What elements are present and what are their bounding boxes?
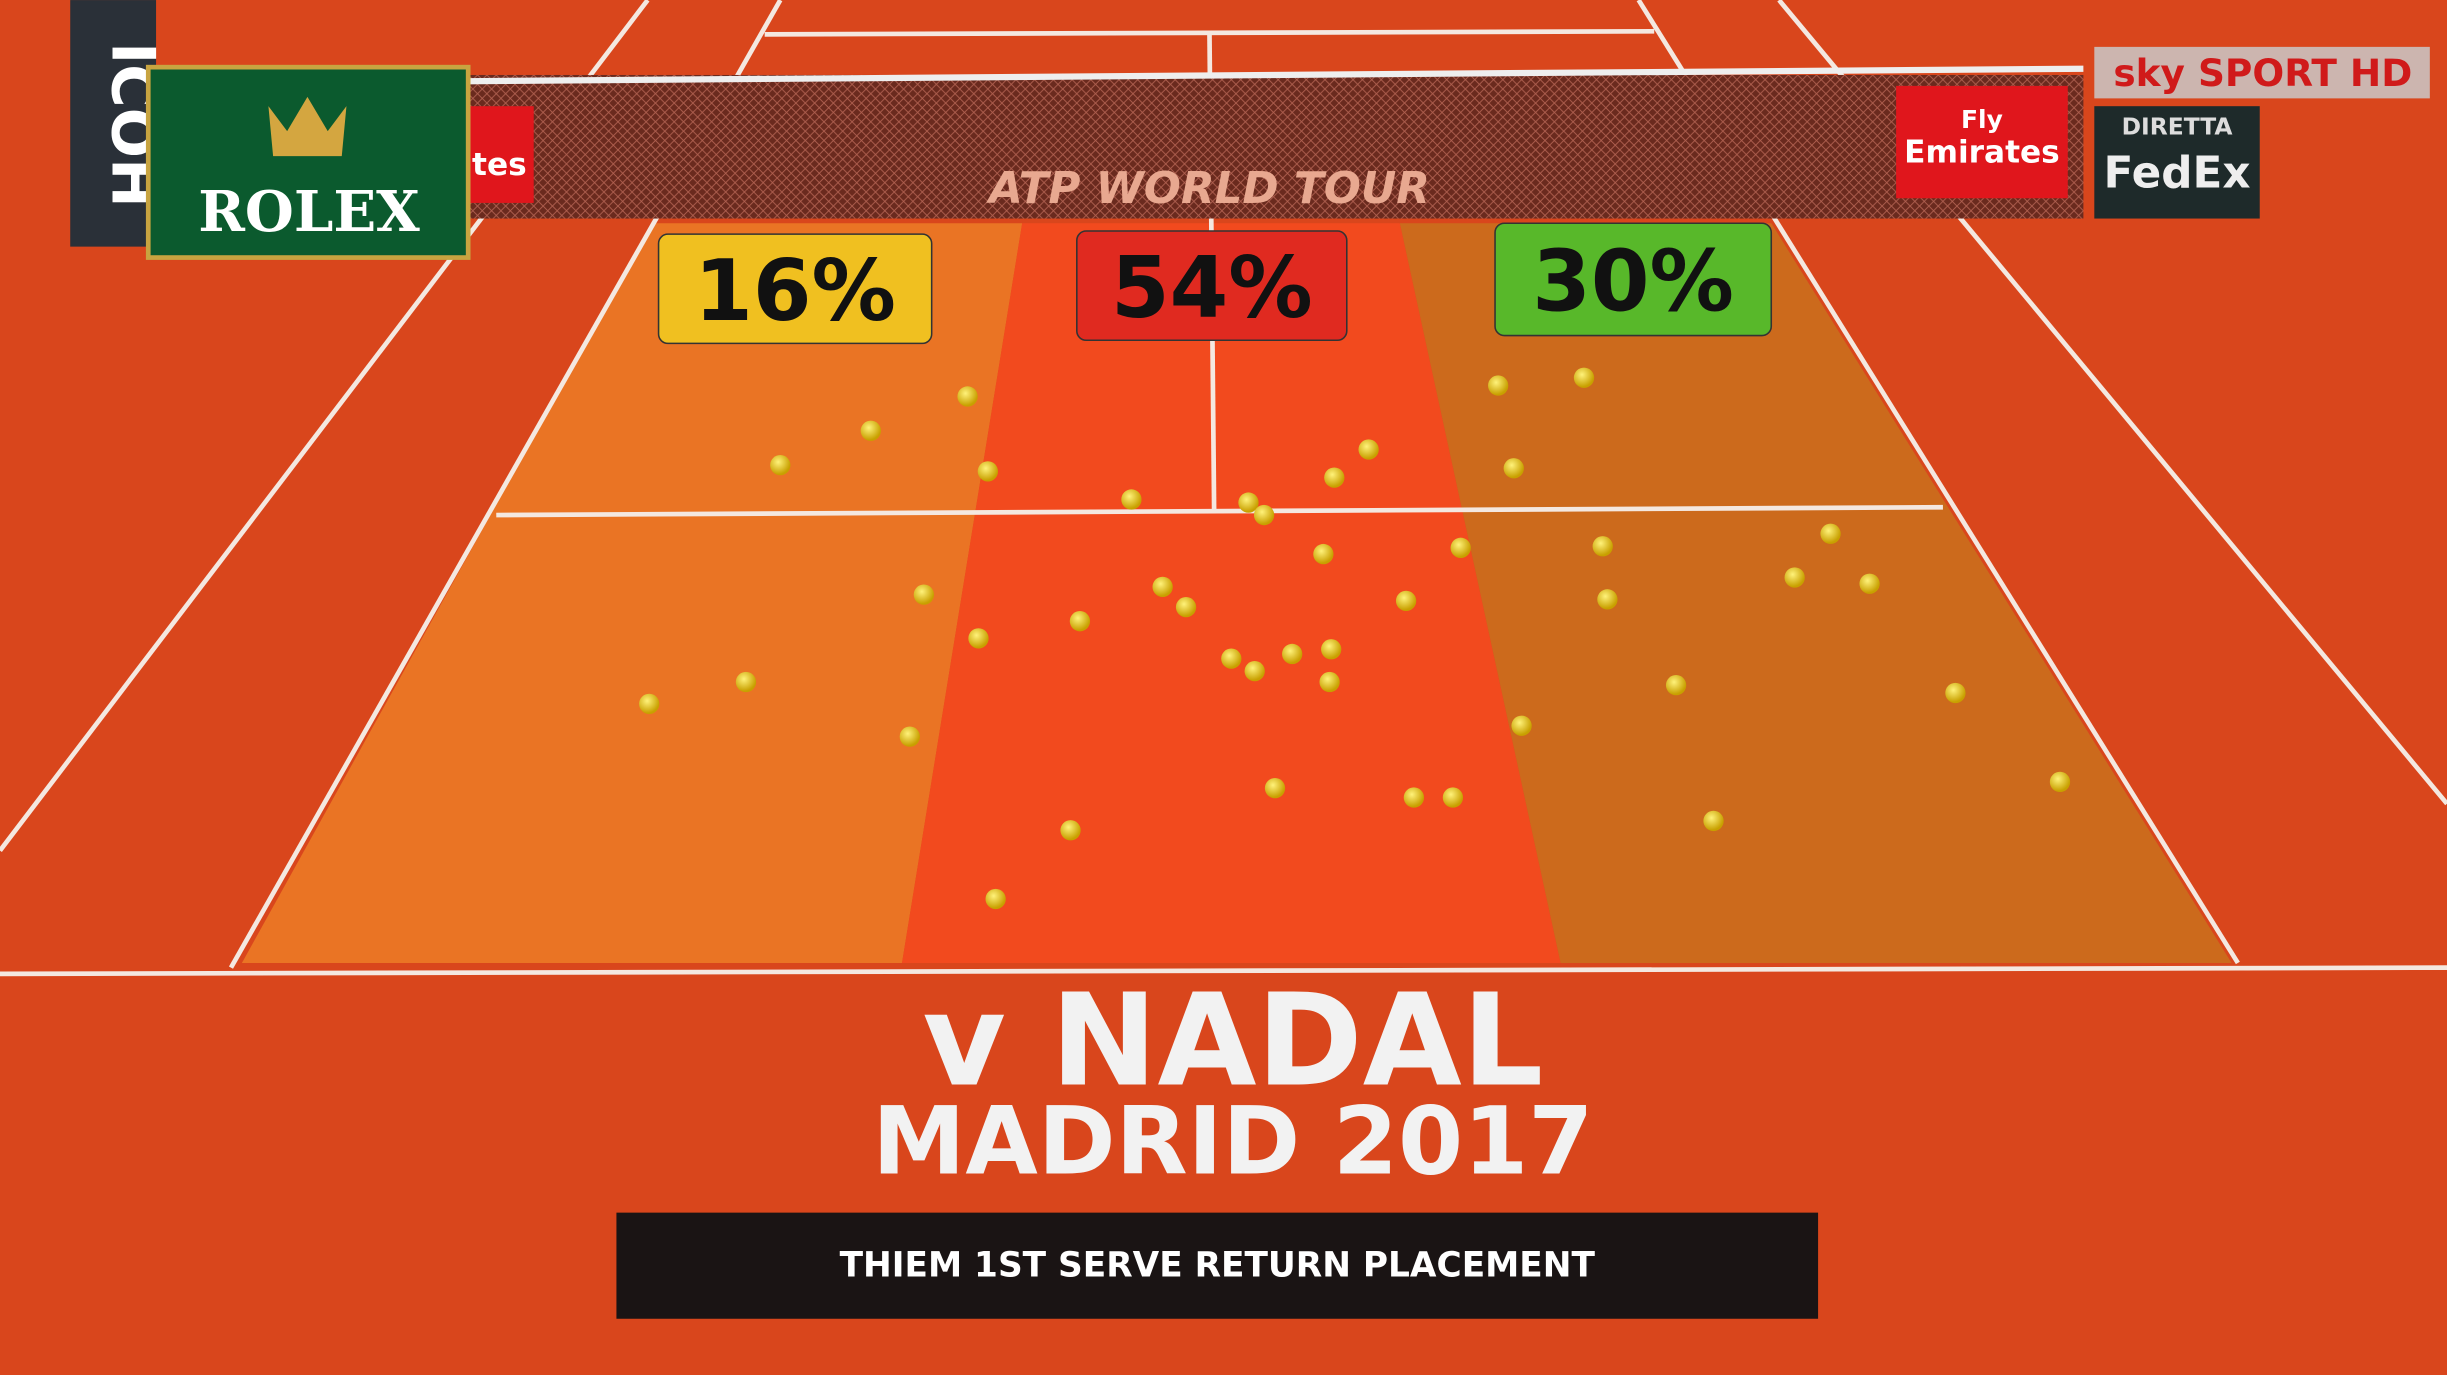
broadcaster-logo <box>2094 46 2430 99</box>
diretta-text: DIRETTA <box>2122 112 2233 140</box>
ball-marks <box>639 367 2071 910</box>
ball <box>1784 567 1805 588</box>
ball <box>1442 787 1464 808</box>
ball <box>977 461 998 482</box>
ball <box>913 584 935 605</box>
ball <box>968 628 989 649</box>
emirates-fly: Fly <box>1961 105 2003 134</box>
ball <box>899 726 920 747</box>
ball <box>1820 523 1841 544</box>
emirates-left-board <box>468 106 534 203</box>
net <box>468 74 2084 219</box>
ball <box>1859 573 1880 594</box>
ball <box>1592 536 1613 557</box>
ball <box>1358 439 1379 460</box>
ball <box>1450 537 1471 558</box>
ball <box>1264 778 1286 799</box>
ball <box>1121 489 1142 510</box>
zone-left <box>241 223 1023 963</box>
ball <box>1573 367 1595 388</box>
net-cord <box>468 65 2084 85</box>
ball <box>770 454 791 476</box>
ball <box>1503 458 1524 479</box>
zone-label: 54% <box>1111 239 1313 337</box>
ball <box>1253 504 1275 526</box>
caption: THIEM 1ST SERVE RETURN PLACEMENT <box>840 1246 1596 1286</box>
ball <box>639 693 660 715</box>
ball <box>1703 810 1724 832</box>
ball <box>860 420 881 441</box>
ball <box>1221 648 1242 669</box>
ball <box>1238 492 1259 513</box>
caption-bar <box>616 1212 1819 1319</box>
rolex-text: ROLEX <box>198 179 420 245</box>
zone-label: 30% <box>1532 233 1734 331</box>
ball <box>1945 682 1966 704</box>
emirates-left-text: tes <box>472 147 527 183</box>
fedex-board <box>2094 106 2260 219</box>
zone-label-box <box>657 233 933 345</box>
ball <box>1403 787 1425 808</box>
ball <box>1319 671 1340 693</box>
ball <box>2049 771 2071 793</box>
ball <box>1665 675 1687 696</box>
headline: v NADAL <box>922 967 1543 1116</box>
ball <box>1069 611 1091 632</box>
broadcaster-text: sky SPORT HD <box>2113 51 2412 95</box>
ball <box>1175 596 1197 618</box>
ball <box>1321 639 1342 660</box>
ball <box>1313 543 1334 565</box>
ball <box>1244 660 1265 682</box>
net-banner: ATP WORLD TOUR <box>986 163 1430 214</box>
zone-labels: 16% 54% 30% <box>657 222 1773 345</box>
emirates-text: Emirates <box>1904 134 2060 170</box>
ball <box>1324 467 1345 488</box>
fedex-text: FedEx <box>2104 147 2251 198</box>
ball <box>1282 643 1303 665</box>
zone-label-box <box>1076 230 1348 342</box>
ball <box>957 386 978 407</box>
zone-right <box>1399 223 2232 963</box>
ball <box>1060 820 1081 841</box>
ball <box>1511 715 1532 736</box>
emirates-board <box>1896 85 2068 199</box>
rolex-crown <box>268 96 347 157</box>
ball <box>735 671 757 693</box>
zone-label: 16% <box>694 242 896 340</box>
subheadline: MADRID 2017 <box>872 1088 1593 1197</box>
ball <box>1152 576 1173 597</box>
ricoh-board <box>70 0 157 247</box>
ball <box>1597 589 1618 610</box>
ball <box>985 888 1006 910</box>
zone-middle <box>902 223 1561 963</box>
zone-label-box <box>1494 222 1773 337</box>
ball <box>1395 590 1417 612</box>
ball <box>1488 375 1509 396</box>
